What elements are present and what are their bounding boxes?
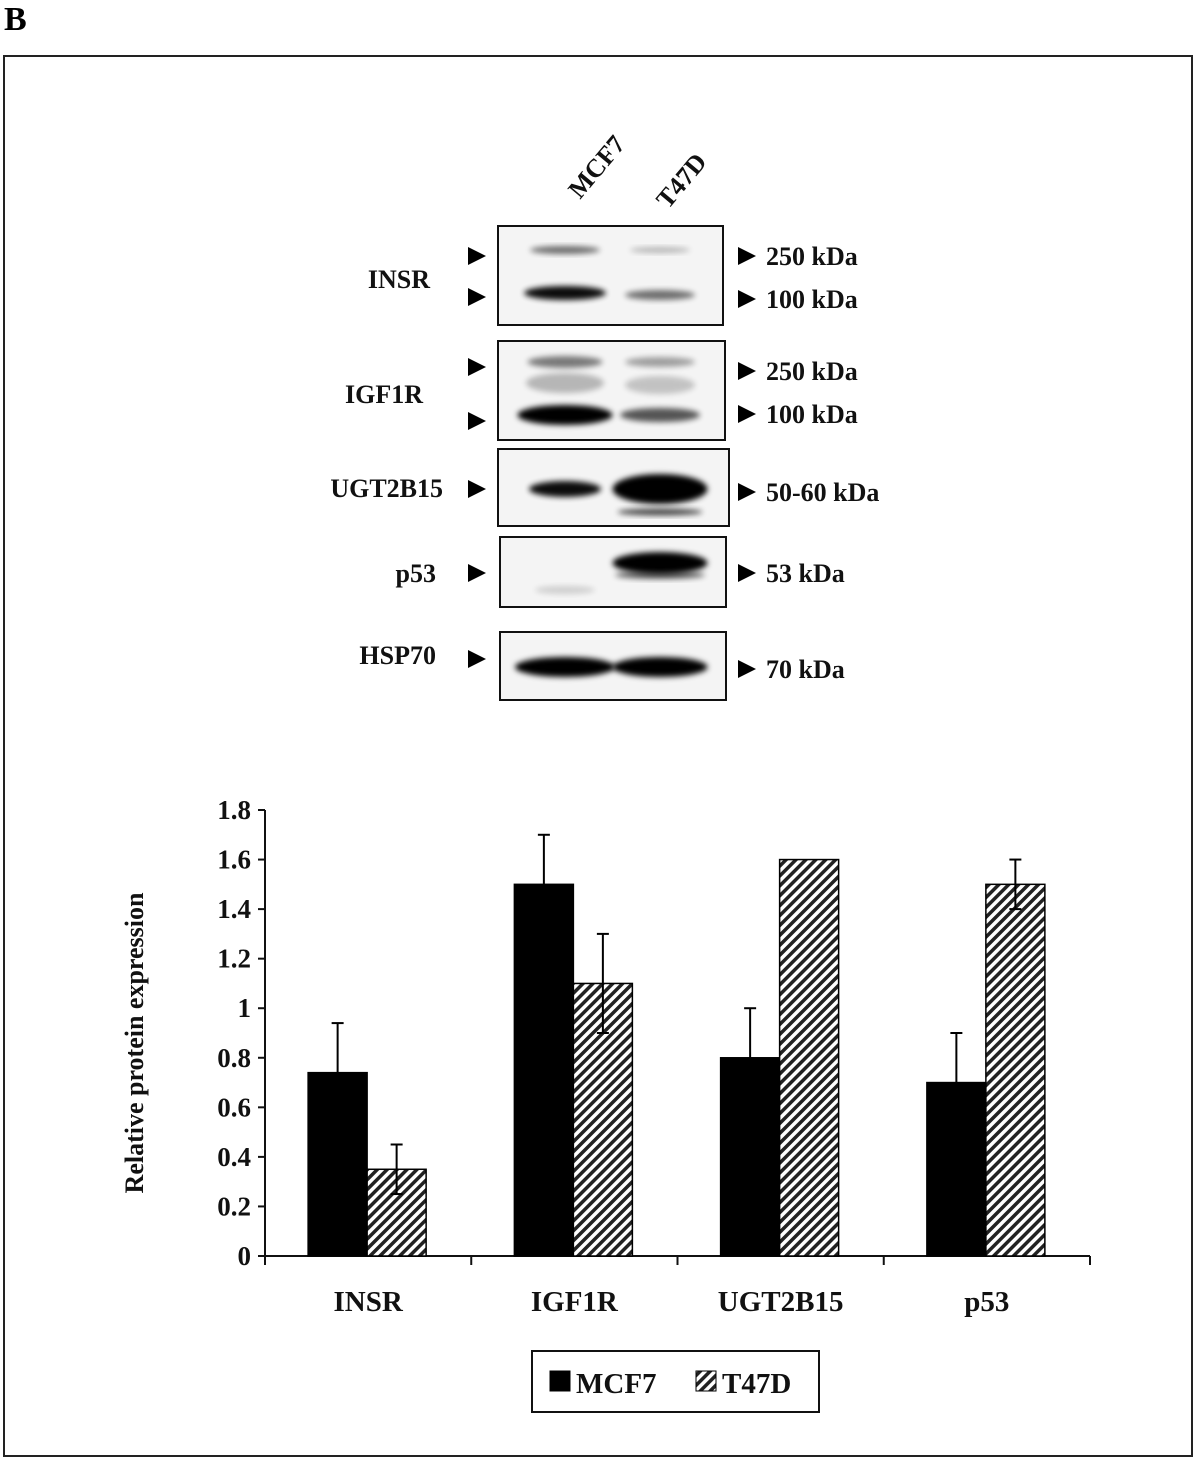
arrowhead-icon xyxy=(468,288,486,306)
protein-band xyxy=(524,286,606,300)
legend-box xyxy=(531,1350,820,1413)
blot-row-p53: p53 53 kDa xyxy=(396,536,845,608)
protein-band xyxy=(617,508,703,516)
blot-membrane xyxy=(499,536,727,608)
protein-label: p53 xyxy=(396,559,436,588)
arrowhead-icon xyxy=(738,290,756,308)
arrowhead-icon xyxy=(468,650,486,668)
blot-row-hsp70: HSP70 70 kDa xyxy=(359,631,845,701)
x-tick-label: p53 xyxy=(964,1286,1009,1318)
arrowhead-icon xyxy=(738,564,756,582)
protein-band xyxy=(630,247,690,253)
x-tick-label: UGT2B15 xyxy=(718,1286,844,1318)
x-tick-label: IGF1R xyxy=(531,1286,619,1318)
arrowhead-icon xyxy=(468,412,486,430)
y-axis-label: Relative protein expression xyxy=(120,892,149,1193)
arrowhead-icon xyxy=(738,483,756,501)
panel-label: B xyxy=(4,1,27,38)
molecular-weight-label: 100 kDa xyxy=(766,400,858,429)
arrowhead-icon xyxy=(738,247,756,265)
protein-band xyxy=(625,357,695,367)
y-tick-label: 1.6 xyxy=(217,845,251,875)
molecular-weight-label: 100 kDa xyxy=(766,285,858,314)
legend-label: T47D xyxy=(722,1368,791,1400)
blot-row-ugt2b15: UGT2B15 50-60 kDa xyxy=(330,448,879,527)
y-tick-label: 1.8 xyxy=(217,795,251,825)
blot-membrane xyxy=(497,340,726,441)
protein-band xyxy=(535,586,595,594)
y-tick-label: 1.4 xyxy=(217,894,251,924)
legend: MCF7 T47D xyxy=(531,1350,820,1413)
bar-mcf7 xyxy=(719,1057,781,1257)
protein-band xyxy=(612,552,708,574)
arrowhead-icon xyxy=(468,358,486,376)
protein-band xyxy=(527,356,603,368)
y-tick-label: 0.8 xyxy=(217,1043,251,1073)
molecular-weight-label: 70 kDa xyxy=(766,655,845,684)
protein-band xyxy=(517,405,613,425)
bar-t47d xyxy=(778,858,840,1257)
protein-band xyxy=(612,474,708,504)
arrowhead-icon xyxy=(738,362,756,380)
bar-mcf7 xyxy=(513,883,575,1257)
protein-label: INSR xyxy=(368,265,430,294)
protein-band xyxy=(530,246,600,254)
arrowhead-icon xyxy=(738,405,756,423)
protein-label: HSP70 xyxy=(359,641,436,670)
protein-band xyxy=(515,657,615,677)
y-tick-label: 0 xyxy=(238,1241,252,1271)
protein-band xyxy=(625,376,695,394)
x-tick-label: INSR xyxy=(333,1286,403,1318)
protein-band xyxy=(620,408,700,422)
protein-band xyxy=(612,657,708,677)
molecular-weight-label: 50-60 kDa xyxy=(766,478,879,507)
y-tick-label: 1.2 xyxy=(217,944,251,974)
y-tick-label: 0.4 xyxy=(217,1142,251,1172)
blot-row-insr: INSR 250 kDa 100 kDa xyxy=(368,225,858,326)
arrowhead-icon xyxy=(468,247,486,265)
arrowhead-icon xyxy=(468,564,486,582)
bar-mcf7 xyxy=(307,1071,368,1257)
legend-swatch-mcf7 xyxy=(549,1370,571,1392)
arrowhead-icon xyxy=(738,660,756,678)
western-blot: MCF7 T47D INSR 250 kDa 100 kDa IGF1R 250 kDa 10… xyxy=(330,130,879,701)
protein-label: UGT2B15 xyxy=(330,474,443,503)
bar-chart: 0 0.2 0.4 0.6 0.8 1 1.2 1.4 1.6 1.8 Relative prote… xyxy=(120,795,1091,1413)
y-tick-label: 1 xyxy=(238,993,252,1023)
molecular-weight-label: 250 kDa xyxy=(766,357,858,386)
blot-membrane xyxy=(497,225,724,326)
figure-border xyxy=(3,55,1193,1457)
lane-label: T47D xyxy=(650,148,712,214)
molecular-weight-label: 250 kDa xyxy=(766,242,858,271)
protein-band xyxy=(526,373,604,393)
y-tick-label: 0.6 xyxy=(217,1092,251,1122)
protein-band xyxy=(529,481,601,497)
legend-label: MCF7 xyxy=(576,1368,657,1400)
blot-row-igf1r: IGF1R 250 kDa 100 kDa xyxy=(345,340,858,441)
protein-band xyxy=(615,571,705,579)
protein-band xyxy=(625,290,695,300)
y-tick-label: 0.2 xyxy=(217,1191,251,1221)
molecular-weight-label: 53 kDa xyxy=(766,559,845,588)
arrowhead-icon xyxy=(468,480,486,498)
bar-t47d xyxy=(985,883,1046,1257)
legend-swatch-t47d xyxy=(695,1370,717,1392)
bar-mcf7 xyxy=(926,1081,987,1257)
lane-label: MCF7 xyxy=(562,130,631,204)
protein-label: IGF1R xyxy=(345,380,423,409)
